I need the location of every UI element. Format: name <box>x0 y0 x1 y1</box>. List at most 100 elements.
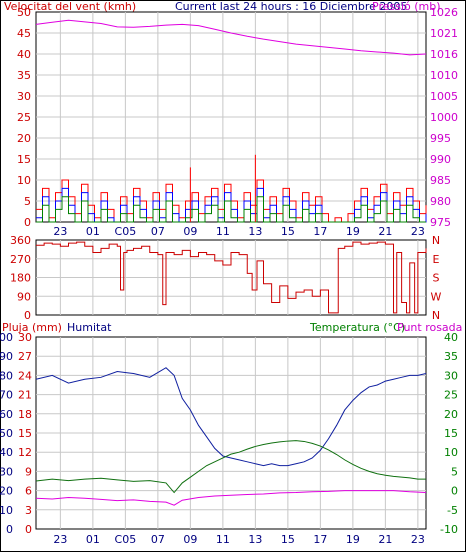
wind-direction-line <box>36 241 427 314</box>
y-tick-label-wind: 50 <box>17 6 31 19</box>
y-tick-label-direction: 270 <box>10 253 31 266</box>
y-tick-label-temperature: 5 <box>451 465 458 478</box>
x-tick-label: 23 <box>411 225 425 238</box>
x-tick-label: 23 <box>53 225 67 238</box>
x-tick-label: 21 <box>378 533 392 546</box>
y-tick-label-rain: 18 <box>18 408 32 421</box>
x-tick-label: 13 <box>248 533 262 546</box>
humidity-label: Humitat <box>67 321 112 334</box>
y-tick-label-temperature: 15 <box>444 427 458 440</box>
y-tick-label-temperature: -10 <box>440 523 458 536</box>
y-tick-label-rain: 6 <box>25 485 32 498</box>
y-tick-label-rain: 9 <box>25 465 32 478</box>
humidity-line <box>35 367 427 467</box>
y-tick-label-rain: 24 <box>18 369 32 382</box>
x-tick-label: 21 <box>378 225 392 238</box>
x-tick-label: 19 <box>346 225 360 238</box>
y-tick-label-direction: 90 <box>17 290 31 303</box>
y-tick-label-pressure: 975 <box>430 216 451 229</box>
x-tick-label: 23 <box>53 533 67 546</box>
y-tick-label-rain: 12 <box>18 446 32 459</box>
x-tick-label: 01 <box>86 533 100 546</box>
pressure-line <box>35 19 427 56</box>
direction-compass-label: E <box>433 253 440 266</box>
y-tick-label-rain: 27 <box>18 350 32 363</box>
x-tick-label: C05 <box>115 225 137 238</box>
y-tick-label-temperature: -5 <box>447 504 458 517</box>
temperature-line <box>35 440 426 494</box>
y-tick-label-pressure: 1026 <box>430 6 458 19</box>
y-tick-label-temperature: 0 <box>451 485 458 498</box>
y-tick-label-wind: 10 <box>17 174 31 187</box>
y-tick-label-humidity: 30 <box>0 465 13 478</box>
chart-title: Current last 24 hours : 16 Diciembre 200… <box>175 0 407 13</box>
y-tick-label-pressure: 990 <box>430 153 451 166</box>
x-tick-label: 11 <box>216 533 230 546</box>
y-tick-label-rain: 0 <box>25 523 32 536</box>
x-tick-label: 13 <box>248 225 262 238</box>
y-tick-label-pressure: 985 <box>430 174 451 187</box>
dewpoint-label: Punt rosada <box>397 321 462 334</box>
x-tick-label: 15 <box>281 225 295 238</box>
y-tick-label-temperature: 40 <box>444 331 458 344</box>
direction-compass-label: S <box>433 272 440 285</box>
y-tick-label-wind: 20 <box>17 132 31 145</box>
dewpoint-line <box>35 490 427 506</box>
y-tick-label-pressure: 1021 <box>430 27 458 40</box>
y-tick-label-pressure: 1016 <box>430 48 458 61</box>
y-tick-label-wind: 25 <box>17 111 31 124</box>
y-tick-label-direction: 0 <box>24 309 31 322</box>
y-tick-label-humidity: 20 <box>0 485 13 498</box>
y-tick-label-humidity: 60 <box>0 408 13 421</box>
x-tick-label: 07 <box>151 533 165 546</box>
y-tick-label-rain: 30 <box>18 331 32 344</box>
y-tick-label-humidity: 10 <box>0 504 13 517</box>
y-tick-label-temperature: 35 <box>444 350 458 363</box>
y-tick-label-wind: 40 <box>17 48 31 61</box>
y-tick-label-pressure: 980 <box>430 195 451 208</box>
x-tick-label: 09 <box>183 533 197 546</box>
y-tick-label-rain: 3 <box>25 504 32 517</box>
x-tick-label: 15 <box>281 533 295 546</box>
y-tick-label-wind: 15 <box>17 153 31 166</box>
y-tick-label-temperature: 30 <box>444 369 458 382</box>
x-tick-label: 09 <box>183 225 197 238</box>
y-tick-label-humidity: 0 <box>6 523 13 536</box>
rain-label: Pluja (mm) <box>2 321 62 334</box>
y-tick-label-humidity: 80 <box>0 369 13 382</box>
y-tick-label-humidity: 50 <box>0 427 13 440</box>
x-tick-label: 23 <box>411 533 425 546</box>
x-tick-label: C05 <box>115 533 137 546</box>
x-tick-label: 19 <box>346 533 360 546</box>
x-tick-label: 01 <box>86 225 100 238</box>
direction-compass-label: N <box>432 234 440 247</box>
y-tick-label-direction: 360 <box>10 234 31 247</box>
y-tick-label-rain: 15 <box>18 427 32 440</box>
y-tick-label-humidity: 100 <box>0 331 13 344</box>
y-tick-label-pressure: 1005 <box>430 90 458 103</box>
x-tick-label: 11 <box>216 225 230 238</box>
y-tick-label-temperature: 25 <box>444 389 458 402</box>
x-tick-label: 17 <box>313 533 327 546</box>
x-tick-label: 17 <box>313 225 327 238</box>
y-tick-label-wind: 35 <box>17 69 31 82</box>
y-tick-label-temperature: 20 <box>444 408 458 421</box>
wind-min-line <box>36 196 426 223</box>
y-tick-label-wind: 5 <box>24 195 31 208</box>
wind-speed-label: Velocitat del vent (kmh) <box>4 0 136 13</box>
y-tick-label-rain: 21 <box>18 389 32 402</box>
direction-compass-label: N <box>432 309 440 322</box>
y-tick-label-humidity: 40 <box>0 446 13 459</box>
y-tick-label-humidity: 70 <box>0 389 13 402</box>
y-tick-label-humidity: 90 <box>0 350 13 363</box>
x-tick-label: 07 <box>151 225 165 238</box>
y-tick-label-pressure: 1000 <box>430 111 458 124</box>
y-tick-label-pressure: 995 <box>430 132 451 145</box>
direction-compass-label: W <box>431 290 442 303</box>
pressure-label: Pressió (mb) <box>372 0 441 13</box>
y-tick-label-temperature: 10 <box>444 446 458 459</box>
y-tick-label-wind: 30 <box>17 90 31 103</box>
y-tick-label-wind: 0 <box>24 216 31 229</box>
